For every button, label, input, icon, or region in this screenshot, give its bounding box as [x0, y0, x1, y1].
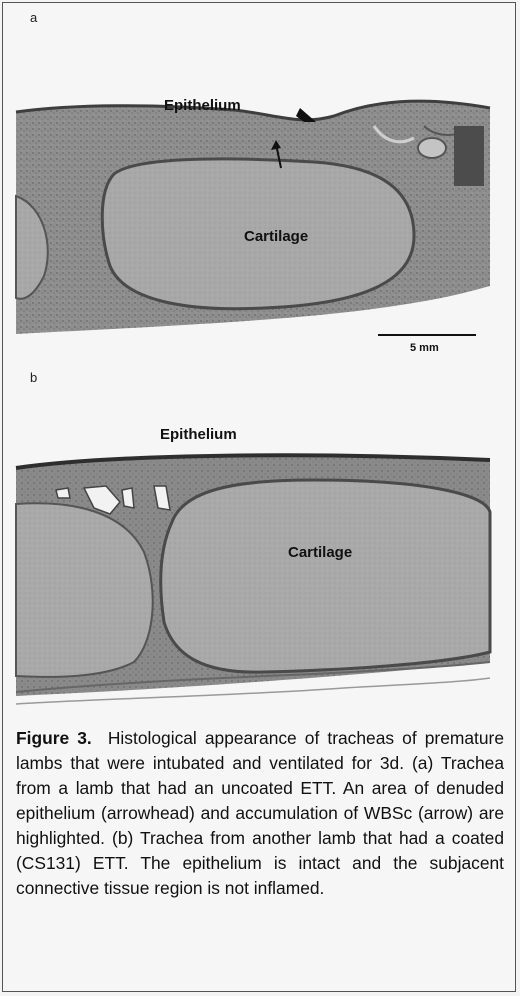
arrow-icon	[271, 140, 282, 169]
figure-caption: Figure 3. Histological appearance of tra…	[16, 726, 504, 901]
scale-bar	[378, 334, 476, 336]
caption-text: Histological appearance of tracheas of p…	[16, 728, 504, 898]
panel-b-connective-spaces	[55, 485, 171, 515]
panel-a-label: a	[30, 10, 38, 25]
panel-a-micrograph	[15, 99, 491, 334]
panel-b-cartilage	[159, 478, 492, 674]
panel-a-left-cartilage	[15, 194, 49, 300]
panel-b-micrograph	[15, 453, 492, 705]
caption-heading: Figure 3.	[16, 728, 92, 748]
panel-a-epithelium-label: Epithelium	[164, 97, 241, 114]
panel-b-cartilage-label: Cartilage	[288, 544, 353, 561]
panel-b-epithelium-line	[15, 453, 491, 470]
panel-b-epithelium-label: Epithelium	[160, 426, 237, 443]
arrowhead-icon	[296, 108, 316, 122]
panel-b-label: b	[30, 370, 38, 385]
panel-a-cartilage	[100, 157, 416, 311]
panel-b-left-cartilage	[15, 502, 154, 678]
panel-a-cartilage-label: Cartilage	[244, 228, 309, 245]
panel-a-epithelium-line	[15, 99, 491, 122]
scale-bar-label: 5 mm	[410, 342, 439, 354]
